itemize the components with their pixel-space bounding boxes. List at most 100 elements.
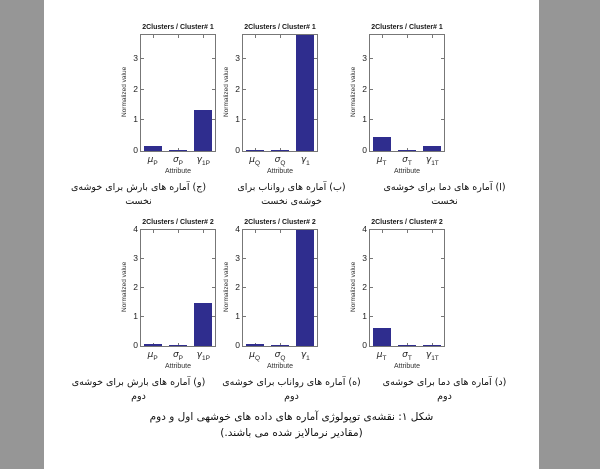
- x-tick-label: γ1T: [425, 350, 439, 362]
- bar-chart-runoff-cluster2: 2Clusters / Cluster# 2 Normalized value …: [222, 219, 318, 370]
- bar: [373, 137, 392, 151]
- y-tick-label: 4: [133, 224, 138, 234]
- y-tick-mark: [141, 258, 144, 259]
- y-tick-mark: [441, 119, 444, 121]
- x-tick-label: σQ: [274, 155, 286, 167]
- x-tick-mark: [280, 148, 281, 151]
- bar: [373, 327, 392, 346]
- y-tick-label: 1: [362, 311, 367, 321]
- y-tick-mark: [243, 88, 246, 90]
- y-tick-mark: [370, 287, 373, 288]
- y-axis-label: Normalized value: [350, 66, 357, 118]
- plot-area: [242, 229, 318, 347]
- caption-runoff-cluster2: (ه) آماره های رواناب برای خوشه‌ی دوم: [222, 377, 361, 402]
- x-tick-mark: [178, 148, 179, 151]
- chart-title: 2Clusters / Cluster# 1: [371, 24, 443, 31]
- x-tick-mark: [255, 230, 257, 233]
- y-tick-mark: [141, 88, 144, 90]
- y-tick-label: 3: [362, 53, 367, 64]
- caption-precipitation-cluster1: (ج) آماره های بارش برای خوشه‌ی نخست: [70, 182, 207, 207]
- y-tick-label: 3: [235, 253, 240, 263]
- x-tick-label: μT: [376, 350, 387, 362]
- y-tick-mark: [314, 316, 317, 317]
- x-tick-label: σT: [402, 155, 412, 167]
- bar: [144, 343, 163, 346]
- y-tick-label: 0: [362, 340, 367, 350]
- x-tick-mark: [178, 35, 179, 38]
- y-tick-label: 0: [133, 340, 138, 350]
- y-tick-mark: [441, 88, 444, 90]
- bar: [422, 345, 441, 346]
- caption-temperature-cluster2: (د) آماره های دما برای خوشه‌ی دوم: [382, 377, 507, 402]
- bar: [169, 150, 187, 151]
- bar: [398, 344, 416, 346]
- x-tick-label: γ1T: [425, 155, 439, 167]
- y-axis-tick-labels: 0 1 2 3 4: [358, 224, 369, 350]
- bar-chart-precipitation-cluster1: 2Clusters / Cluster# 1 Normalized value …: [120, 24, 216, 175]
- x-axis-tick-labels: μT σT γ1T: [369, 349, 445, 362]
- x-tick-label: μQ: [249, 155, 261, 167]
- bar: [398, 150, 416, 151]
- y-tick-mark: [243, 119, 246, 121]
- x-tick-mark: [153, 230, 155, 233]
- x-tick-label: σP: [172, 155, 184, 167]
- x-axis-tick-labels: μP σP γ1P: [140, 349, 216, 362]
- x-tick-mark: [280, 230, 281, 233]
- y-tick-label: 1: [235, 311, 240, 321]
- plot-area: [369, 34, 445, 152]
- y-tick-label: 3: [133, 53, 138, 64]
- bar: [271, 345, 289, 346]
- y-axis-tick-labels: 0 1 2 3: [231, 34, 242, 155]
- x-axis-tick-labels: μQ σQ γ1: [242, 349, 318, 362]
- x-tick-label: μT: [376, 155, 387, 167]
- bar: [144, 146, 163, 151]
- chart-title: 2Clusters / Cluster# 2: [244, 219, 316, 226]
- caption-temperature-cluster1: (ا) آماره های دما برای خوشه‌ی نخست: [383, 182, 506, 207]
- figure-caption-line1: شکل ۱: نقشه‌ی توپولوژی آماره های داده ها…: [149, 411, 434, 423]
- x-axis-tick-labels: μQ σQ γ1: [242, 154, 318, 167]
- y-tick-label: 2: [235, 282, 240, 292]
- x-tick-mark: [202, 35, 204, 38]
- figure-caption-line2: (مقادیر نرمالایز شده می باشند.): [220, 426, 363, 439]
- plot-area: [140, 34, 216, 152]
- y-tick-mark: [141, 58, 144, 60]
- bar: [193, 302, 212, 346]
- x-tick-label: γ1: [300, 155, 310, 167]
- x-tick-mark: [202, 230, 204, 233]
- bar: [422, 145, 441, 151]
- caption-precipitation-cluster2: (و) آماره های بارش برای خوشه‌ی دوم: [71, 377, 206, 402]
- bar: [169, 345, 187, 346]
- y-tick-mark: [370, 119, 373, 121]
- x-axis-tick-labels: μT σT γ1T: [369, 154, 445, 167]
- y-tick-mark: [441, 287, 444, 288]
- y-tick-label: 0: [235, 145, 240, 155]
- y-tick-mark: [141, 316, 144, 317]
- x-tick-mark: [255, 35, 257, 38]
- y-tick-mark: [212, 287, 215, 288]
- bar: [295, 230, 314, 346]
- y-axis-label: Normalized value: [350, 261, 357, 313]
- paper-page: 2Clusters / Cluster# 1 Normalized value …: [44, 0, 539, 469]
- x-axis-label: Attribute: [266, 168, 294, 175]
- y-tick-mark: [141, 119, 144, 121]
- y-tick-label: 2: [133, 282, 138, 292]
- y-tick-mark: [314, 58, 317, 60]
- y-tick-mark: [441, 58, 444, 60]
- x-axis-label: Attribute: [164, 168, 192, 175]
- x-tick-mark: [407, 343, 408, 346]
- chart-title: 2Clusters / Cluster# 2: [371, 219, 443, 226]
- y-tick-label: 1: [235, 114, 240, 125]
- x-axis-label: Attribute: [164, 363, 192, 370]
- x-tick-label: σP: [172, 350, 184, 362]
- x-axis-label: Attribute: [393, 168, 421, 175]
- y-tick-mark: [243, 287, 246, 288]
- y-tick-mark: [314, 258, 317, 259]
- bar-chart-precipitation-cluster2: 2Clusters / Cluster# 2 Normalized value …: [120, 219, 216, 370]
- chart-title: 2Clusters / Cluster# 1: [244, 24, 316, 31]
- y-axis-tick-labels: 0 1 2 3 4: [231, 224, 242, 350]
- y-tick-mark: [314, 119, 317, 121]
- x-tick-mark: [382, 230, 384, 233]
- y-axis-tick-labels: 0 1 2 3 4: [129, 224, 140, 350]
- y-tick-label: 1: [133, 114, 138, 125]
- x-tick-mark: [407, 148, 408, 151]
